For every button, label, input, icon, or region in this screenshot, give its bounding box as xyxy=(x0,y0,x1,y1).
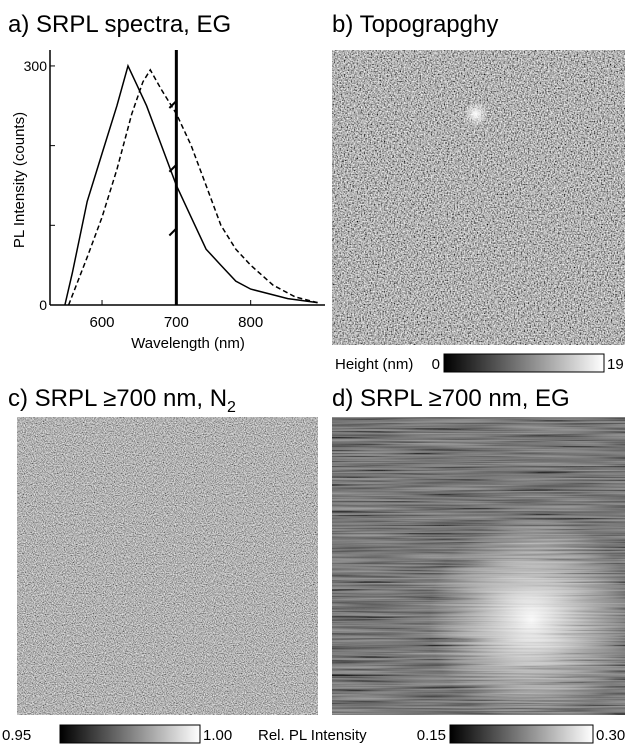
colorbar xyxy=(449,724,594,744)
cutoff-hatch xyxy=(168,100,178,109)
x-tick-label: 700 xyxy=(164,314,189,331)
srpl-eg-bright xyxy=(332,417,625,715)
title-text: c) SRPL ≥700 nm, N xyxy=(8,385,227,412)
topography-noise xyxy=(332,50,625,345)
panel-title: a) SRPL spectra, EG xyxy=(8,11,231,38)
colorbar-min: 0 xyxy=(432,356,440,373)
y-tick-label: 0 xyxy=(39,297,47,313)
panel-title: d) SRPL ≥700 nm, EG xyxy=(332,385,570,412)
title-subscript: 2 xyxy=(227,399,236,416)
colorbar xyxy=(443,353,605,373)
spectrum-line xyxy=(67,68,318,306)
spectrum-line xyxy=(64,63,318,306)
panel-title: c) SRPL ≥700 nm, N2 xyxy=(8,385,236,416)
colorbar-min: 0.95 xyxy=(2,727,31,744)
x-axis-label: Wavelength (nm) xyxy=(131,335,245,352)
cutoff-hatch xyxy=(168,164,178,173)
y-axis-label: PL Intensity (counts) xyxy=(11,112,28,248)
colorbar-label: Rel. PL Intensity xyxy=(258,727,367,744)
colorbar-max: 0.30 xyxy=(596,727,625,744)
y-tick-label: 300 xyxy=(24,58,48,74)
colorbar-max: 1.00 xyxy=(203,727,232,744)
panel-title: b) Topograpghy xyxy=(332,11,498,38)
topography-spot xyxy=(464,102,488,126)
colorbar-min: 0.15 xyxy=(417,727,446,744)
colorbar-label: Height (nm) xyxy=(335,356,413,373)
x-tick-label: 800 xyxy=(238,314,263,331)
colorbar xyxy=(59,724,201,744)
cutoff-hatch xyxy=(168,227,178,237)
colorbar-max: 19 xyxy=(607,356,624,373)
srpl-n2-noise xyxy=(17,417,318,715)
x-tick-label: 600 xyxy=(90,314,115,331)
